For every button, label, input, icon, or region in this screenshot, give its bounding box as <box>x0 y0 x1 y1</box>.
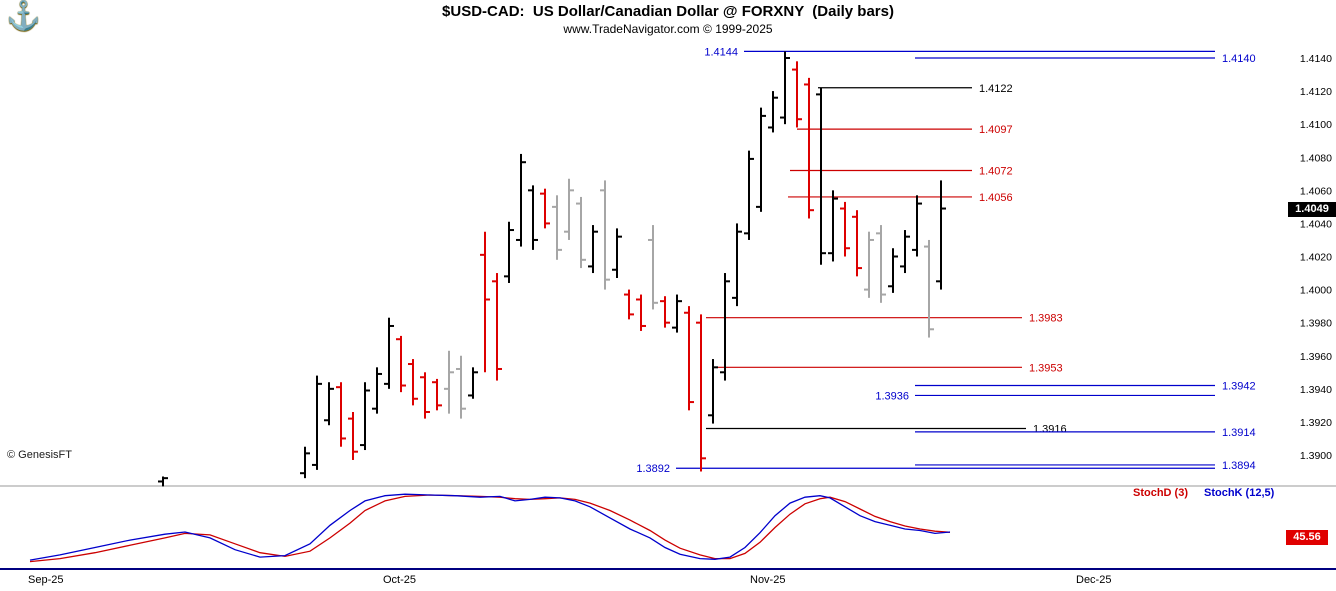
price-axis-label: 1.3920 <box>1300 417 1332 429</box>
level-label: 1.3983 <box>1029 313 1063 325</box>
price-axis-label: 1.3900 <box>1300 450 1332 462</box>
last-price-badge: 1.4049 <box>1288 202 1336 217</box>
level-label: 1.3914 <box>1222 427 1256 439</box>
level-label: 1.4144 <box>704 46 738 58</box>
chart-subtitle: www.TradeNavigator.com © 1999-2025 <box>563 22 773 36</box>
month-axis-label: Dec-25 <box>1076 574 1111 586</box>
price-axis-label: 1.3940 <box>1300 384 1332 396</box>
stochd-legend-label[interactable]: StochD (3) <box>1133 487 1188 499</box>
anchor-logo-icon: ⚓ <box>6 0 41 31</box>
level-label: 1.3953 <box>1029 362 1063 374</box>
stoch-line-d <box>29 494 951 563</box>
level-label: 1.4097 <box>979 124 1013 136</box>
level-label: 1.4056 <box>979 192 1013 204</box>
price-axis-label: 1.4120 <box>1300 86 1332 98</box>
month-axis-label: Sep-25 <box>28 574 63 586</box>
price-axis-label: 1.4000 <box>1300 285 1332 297</box>
level-label: 1.4140 <box>1222 53 1256 65</box>
level-label: 1.4122 <box>979 83 1013 95</box>
price-axis-label: 1.4020 <box>1300 252 1332 264</box>
price-axis-label: 1.4080 <box>1300 152 1332 164</box>
stoch-line-k <box>29 493 951 561</box>
stochk-legend-label[interactable]: StochK (12,5) <box>1204 487 1275 499</box>
level-label: 1.3936 <box>875 390 909 402</box>
month-axis-label: Oct-25 <box>383 574 416 586</box>
level-label: 1.3942 <box>1222 381 1256 393</box>
level-label: 1.4072 <box>979 165 1013 177</box>
month-axis-label: Nov-25 <box>750 574 785 586</box>
price-axis-label: 1.4140 <box>1300 53 1332 65</box>
price-axis-label: 1.4100 <box>1300 119 1332 131</box>
stochastic-legend: StochD (3) StochK (12,5) <box>1133 487 1274 499</box>
level-label: 1.3916 <box>1033 424 1067 436</box>
chart-title: $USD-CAD: US Dollar/Canadian Dollar @ FO… <box>442 3 894 20</box>
price-axis-label: 1.4040 <box>1300 218 1332 230</box>
stoch-value-badge: 45.56 <box>1286 530 1328 545</box>
genesis-credit: © GenesisFT <box>7 449 72 461</box>
price-axis-label: 1.3960 <box>1300 351 1332 363</box>
price-axis-label: 1.3980 <box>1300 318 1332 330</box>
price-axis-label: 1.4060 <box>1300 185 1332 197</box>
level-label: 1.3894 <box>1222 460 1256 472</box>
level-label: 1.3892 <box>636 463 670 475</box>
